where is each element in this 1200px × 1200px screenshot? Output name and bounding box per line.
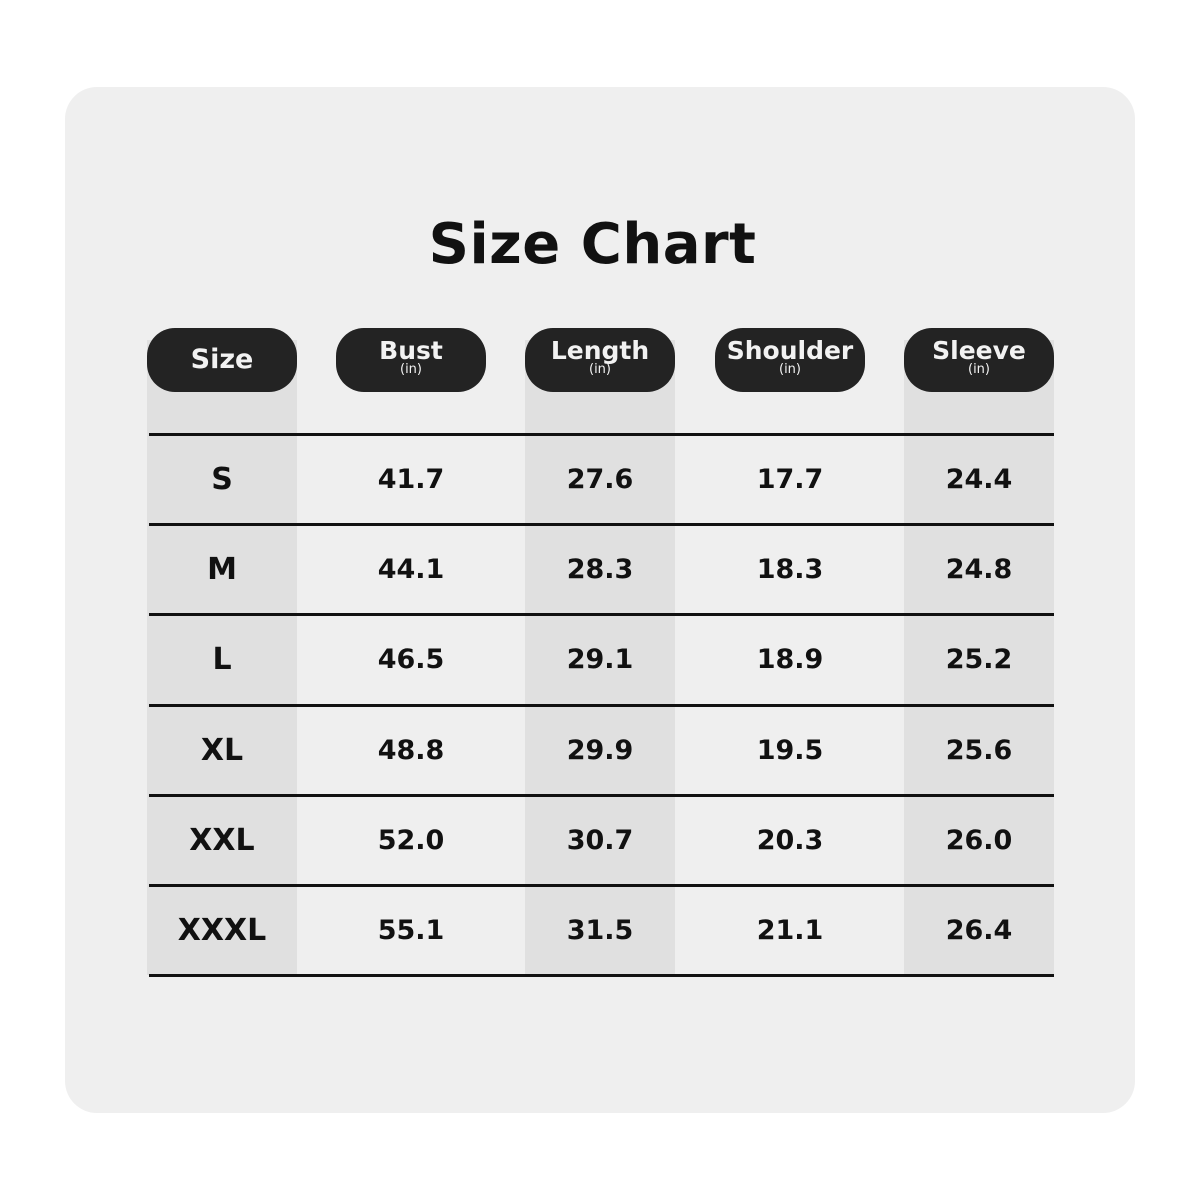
chart-title: Size Chart	[428, 212, 757, 277]
table-cell: 26.4	[945, 915, 1013, 946]
table-cell: 44.1	[377, 554, 445, 585]
column-header-label: Shoulder	[726, 336, 854, 365]
column-header-unit: (in)	[779, 362, 801, 377]
table-cell: 48.8	[377, 735, 445, 766]
size-label: S	[211, 462, 233, 497]
size-label: L	[212, 642, 232, 677]
row-divider	[149, 974, 1054, 977]
table-cell: 29.9	[566, 735, 634, 766]
row-divider	[149, 794, 1054, 797]
table-cell: 21.1	[756, 915, 824, 946]
table-cell: 41.7	[377, 464, 445, 495]
column-header-shoulder: Shoulder (in)	[715, 328, 865, 392]
table-cell: 25.6	[945, 735, 1013, 766]
column-header-unit: (in)	[968, 362, 990, 377]
column-stripe	[525, 340, 675, 975]
column-stripe	[147, 340, 297, 975]
row-divider	[149, 523, 1054, 526]
column-header-label: Sleeve	[932, 336, 1026, 365]
table-cell: 31.5	[566, 915, 634, 946]
size-label: XL	[200, 733, 244, 768]
row-divider	[149, 433, 1054, 436]
table-cell: 46.5	[377, 644, 445, 675]
table-cell: 18.3	[756, 554, 824, 585]
size-label: M	[207, 552, 237, 587]
table-cell: 19.5	[756, 735, 824, 766]
row-divider	[149, 613, 1054, 616]
column-header-bust: Bust (in)	[336, 328, 486, 392]
column-header-unit: (in)	[400, 362, 422, 377]
column-header-unit: (in)	[589, 362, 611, 377]
column-header-sleeve: Sleeve (in)	[904, 328, 1054, 392]
column-header-size: Size	[147, 328, 297, 392]
size-label: XXL	[189, 823, 255, 858]
table-cell: 27.6	[566, 464, 634, 495]
row-divider	[149, 884, 1054, 887]
table-cell: 24.4	[945, 464, 1013, 495]
table-cell: 28.3	[566, 554, 634, 585]
table-cell: 52.0	[377, 825, 445, 856]
table-cell: 25.2	[945, 644, 1013, 675]
column-header-length: Length (in)	[525, 328, 675, 392]
table-cell: 18.9	[756, 644, 824, 675]
column-header-label: Bust	[379, 336, 443, 365]
column-header-label: Length	[550, 336, 650, 365]
table-cell: 24.8	[945, 554, 1013, 585]
column-stripe	[904, 340, 1054, 975]
table-cell: 26.0	[945, 825, 1013, 856]
column-header-label: Size	[190, 344, 254, 375]
table-cell: 17.7	[756, 464, 824, 495]
table-cell: 30.7	[566, 825, 634, 856]
size-label: XXXL	[177, 913, 267, 948]
table-cell: 29.1	[566, 644, 634, 675]
table-cell: 20.3	[756, 825, 824, 856]
table-cell: 55.1	[377, 915, 445, 946]
row-divider	[149, 704, 1054, 707]
